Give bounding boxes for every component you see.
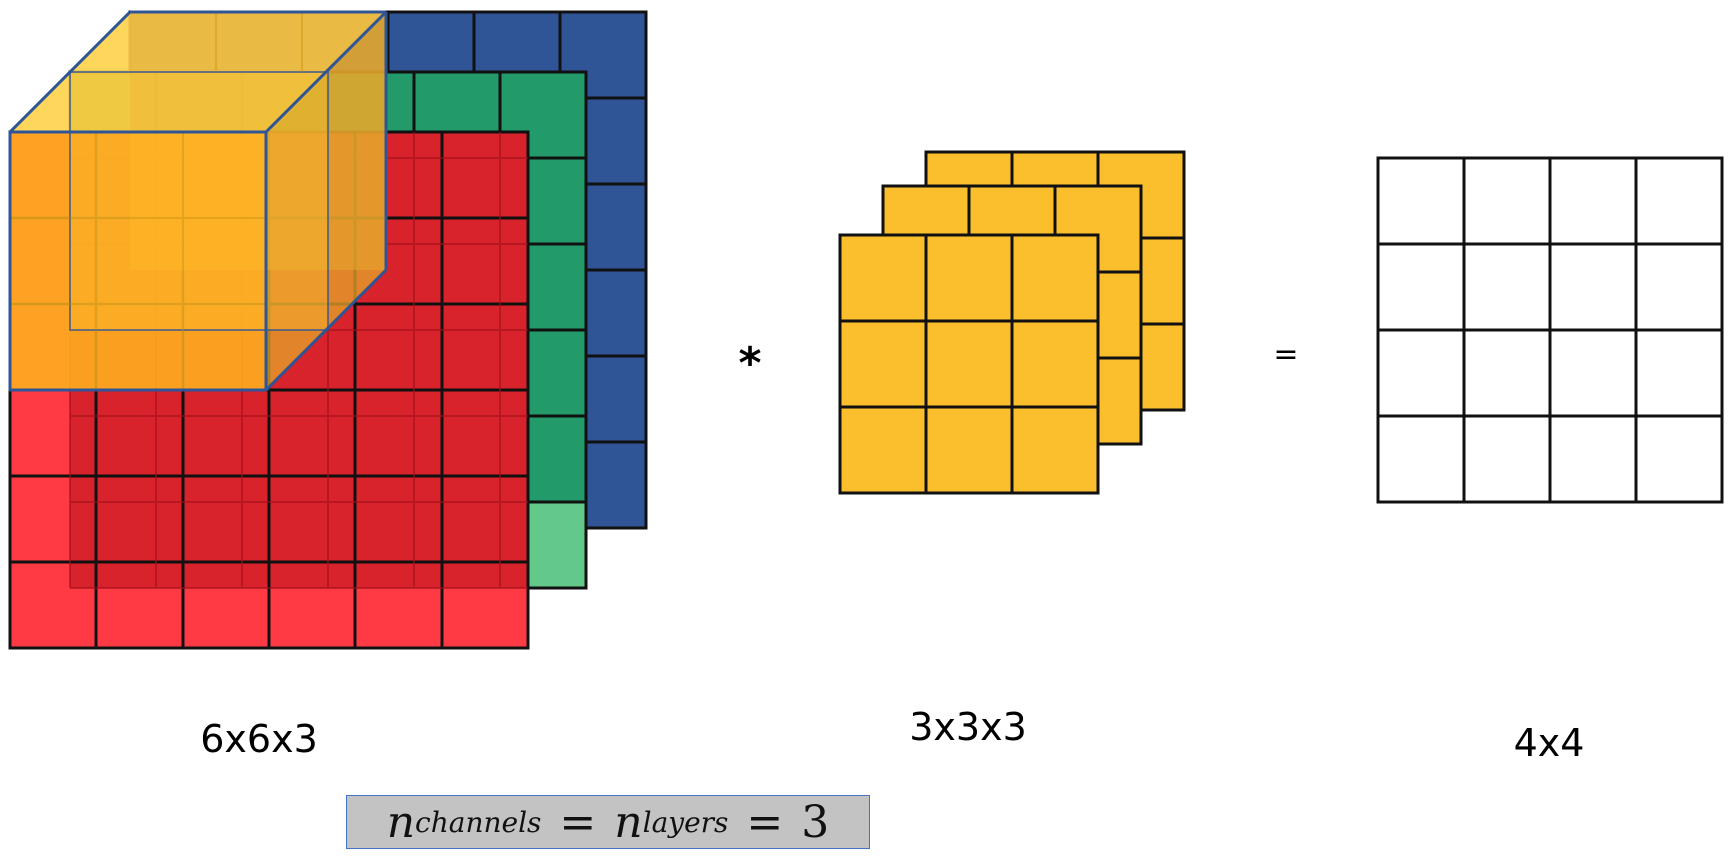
multiply-operator: * — [738, 338, 761, 389]
filter-cube-overlay — [8, 10, 388, 392]
formula-equals-1: = — [559, 796, 597, 848]
formula-equals-2: = — [746, 796, 784, 848]
equals-operator: = — [1273, 337, 1298, 372]
filter-layer-front — [838, 233, 1100, 495]
formula-sub-layers: layers — [642, 805, 729, 839]
formula-var-n-1: n — [386, 796, 416, 848]
output-grid — [1376, 156, 1724, 504]
filter-stack — [838, 150, 1186, 495]
channel-formula: n channels = n layers = 3 — [346, 795, 870, 849]
filter-size-label: 3x3x3 — [909, 705, 1027, 749]
input-volume — [8, 10, 648, 650]
output-size-label: 4x4 — [1514, 721, 1585, 765]
formula-var-n-2: n — [614, 796, 643, 848]
formula-value: 3 — [801, 796, 830, 848]
formula-sub-channels: channels — [415, 805, 542, 839]
input-size-label: 6x6x3 — [200, 717, 318, 761]
